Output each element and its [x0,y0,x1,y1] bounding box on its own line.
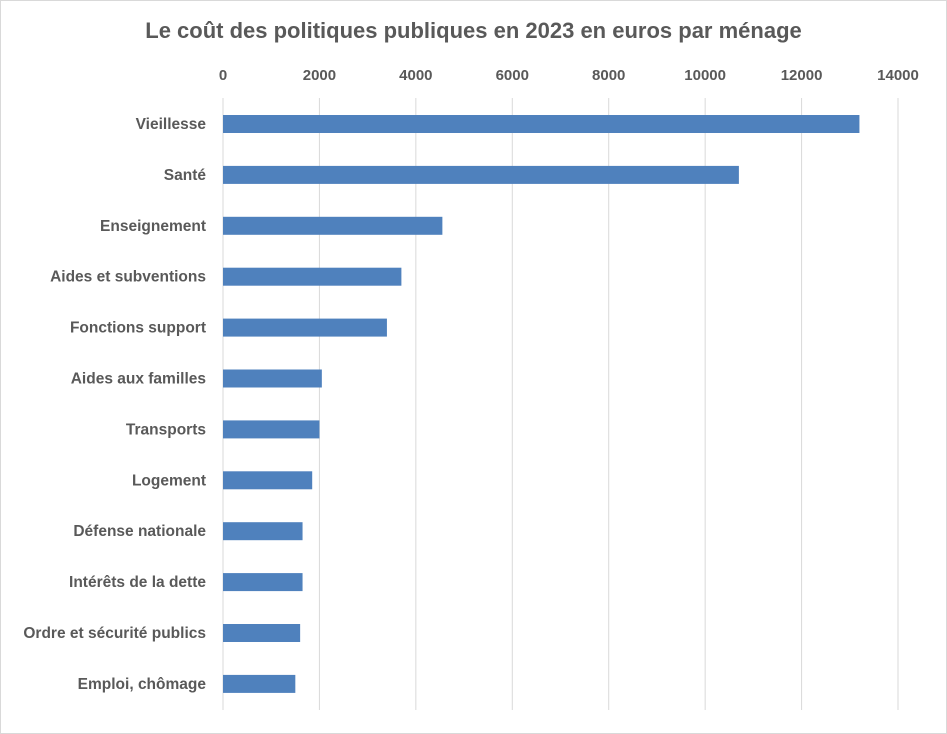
category-label: Enseignement [100,218,206,235]
category-label: Logement [132,472,206,489]
bar [223,624,301,642]
category-label: Défense nationale [73,523,206,540]
bars [223,115,860,693]
category-label: Santé [164,167,207,184]
bar [223,165,739,184]
category-labels: Vieillesse Santé Enseignement Aides et subv… [23,116,206,693]
x-tick-label: 12000 [781,67,823,84]
category-label: Intérêts de la dette [69,574,206,591]
gridlines [222,98,899,710]
bar [223,674,296,693]
category-label: Emploi, chômage [78,676,207,693]
x-tick-label: 4000 [399,67,432,84]
chart-title: Le coût des politiques publiques en 2023… [145,18,802,43]
bar [223,471,313,490]
bar [223,115,860,133]
bar [223,522,303,541]
x-axis-ticks: 0 2000 4000 6000 8000 10000 12000 14000 [219,67,919,84]
x-tick-label: 10000 [684,67,726,84]
category-label: Vieillesse [136,116,207,133]
category-label: Fonctions support [70,320,206,337]
category-label: Ordre et sécurité publics [23,625,206,642]
x-tick-label: 6000 [496,67,529,84]
category-label: Transports [126,421,206,438]
bar [223,318,387,337]
bar [223,573,303,592]
x-tick-label: 0 [219,67,227,84]
x-tick-label: 2000 [303,67,336,84]
category-label: Aides et subventions [50,269,206,286]
bar [223,216,443,235]
bar [223,267,402,286]
bar [223,369,322,388]
x-tick-label: 14000 [877,67,919,84]
x-tick-label: 8000 [592,67,625,84]
category-label: Aides aux familles [71,371,206,388]
bar [223,420,320,439]
